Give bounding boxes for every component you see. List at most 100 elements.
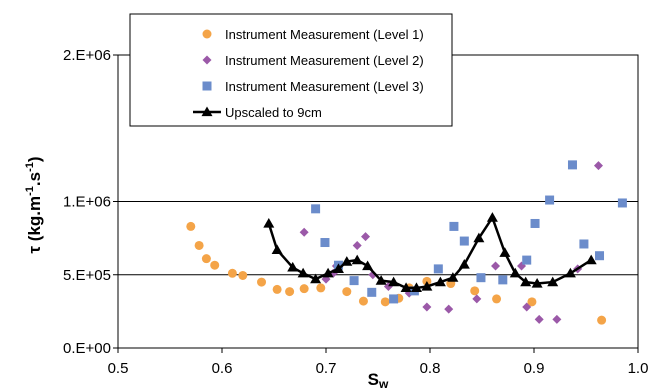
legend-box	[129, 13, 453, 127]
legend: Instrument Measurement (Level 1) Instrume…	[129, 13, 453, 127]
data-point	[491, 261, 501, 271]
data-point	[375, 275, 387, 285]
data-point	[271, 244, 283, 254]
data-point	[498, 275, 508, 285]
y-tick-label: 1.E+06	[63, 194, 111, 211]
x-tick-label: 0.6	[212, 360, 233, 377]
data-point	[257, 277, 267, 287]
legend-label: Instrument Measurement (Level 2)	[225, 53, 424, 68]
data-point	[595, 251, 605, 261]
data-point	[400, 282, 412, 293]
data-point	[545, 195, 555, 205]
data-point	[597, 315, 607, 325]
data-point	[349, 276, 359, 286]
legend-label: Upscaled to 9cm	[225, 105, 322, 120]
data-point	[186, 221, 196, 231]
series-1	[186, 221, 607, 325]
data-point	[297, 267, 309, 278]
data-point	[473, 232, 485, 243]
data-point	[522, 255, 532, 265]
data-point	[470, 286, 480, 296]
data-point	[311, 204, 321, 214]
legend-swatch	[201, 106, 213, 117]
data-point	[421, 280, 433, 291]
legend-swatch	[202, 81, 212, 91]
y-axis-ticks: 0.E+00 5.E+05 1.E+06 2.E+06	[63, 47, 118, 357]
data-point	[617, 198, 627, 208]
y-axis-title: τ (kg.m-1.s-1)	[24, 156, 44, 253]
data-point	[310, 273, 322, 284]
data-point	[263, 217, 275, 228]
data-point	[509, 267, 521, 278]
legend-label: Instrument Measurement (Level 1)	[225, 27, 424, 42]
data-point	[342, 287, 352, 297]
series-3	[311, 160, 627, 304]
x-tick-label: 0.9	[524, 360, 545, 377]
data-point	[486, 212, 498, 222]
data-point	[593, 161, 603, 171]
data-point	[285, 287, 295, 297]
data-point	[299, 227, 309, 237]
data-point	[238, 270, 248, 280]
y-tick-label: 5.E+05	[63, 267, 111, 284]
legend-item: Instrument Measurement (Level 1)	[202, 27, 424, 42]
data-point	[530, 218, 540, 228]
data-point	[316, 283, 326, 293]
data-point	[227, 268, 237, 278]
data-point	[201, 254, 211, 264]
data-point	[458, 258, 470, 269]
data-point	[531, 278, 543, 288]
legend-swatch	[202, 29, 212, 39]
data-point	[567, 160, 577, 170]
data-point	[194, 240, 204, 250]
data-point	[389, 294, 399, 304]
data-point	[361, 232, 371, 242]
series-4	[263, 212, 597, 293]
svg-text:τ (kg.m-1.s-1): τ (kg.m-1.s-1)	[24, 156, 44, 253]
y-tick-label: 0.E+00	[63, 340, 111, 357]
data-point	[352, 240, 362, 250]
data-point	[547, 276, 559, 287]
data-point	[534, 314, 544, 324]
data-point	[579, 239, 589, 249]
legend-item: Instrument Measurement (Level 2)	[202, 53, 424, 68]
data-point	[410, 282, 422, 293]
data-point	[351, 254, 363, 265]
data-point	[522, 302, 532, 312]
data-point	[210, 260, 220, 270]
data-point	[433, 264, 443, 274]
svg-text:Sw: Sw	[368, 370, 389, 388]
data-point	[358, 296, 368, 306]
data-point	[367, 287, 377, 297]
data-point	[552, 314, 562, 324]
data-point	[341, 256, 353, 266]
data-point	[332, 263, 344, 274]
data-point	[492, 294, 502, 304]
data-point	[380, 297, 390, 307]
x-tick-label: 1.0	[628, 360, 649, 377]
data-point	[564, 267, 576, 278]
data-point	[444, 304, 454, 314]
gridlines	[118, 201, 638, 276]
legend-item: Instrument Measurement (Level 3)	[202, 79, 424, 94]
data-point	[287, 261, 299, 272]
data-point	[362, 260, 374, 271]
data-point	[434, 276, 446, 287]
data-point	[299, 284, 309, 294]
data-point	[322, 267, 334, 278]
data-point	[449, 221, 459, 231]
data-point	[447, 272, 459, 282]
series-layer	[186, 160, 627, 325]
legend-label: Instrument Measurement (Level 3)	[225, 79, 424, 94]
x-axis-ticks: 0.5 0.6 0.7 0.8 0.9 1.0	[108, 348, 649, 377]
series-2	[299, 161, 603, 324]
data-point	[272, 284, 282, 294]
x-tick-label: 0.5	[108, 360, 129, 377]
data-point	[388, 276, 400, 287]
data-point	[320, 238, 330, 248]
data-point	[585, 254, 597, 265]
data-point	[476, 273, 486, 283]
data-point	[472, 294, 482, 304]
data-point	[499, 247, 511, 257]
